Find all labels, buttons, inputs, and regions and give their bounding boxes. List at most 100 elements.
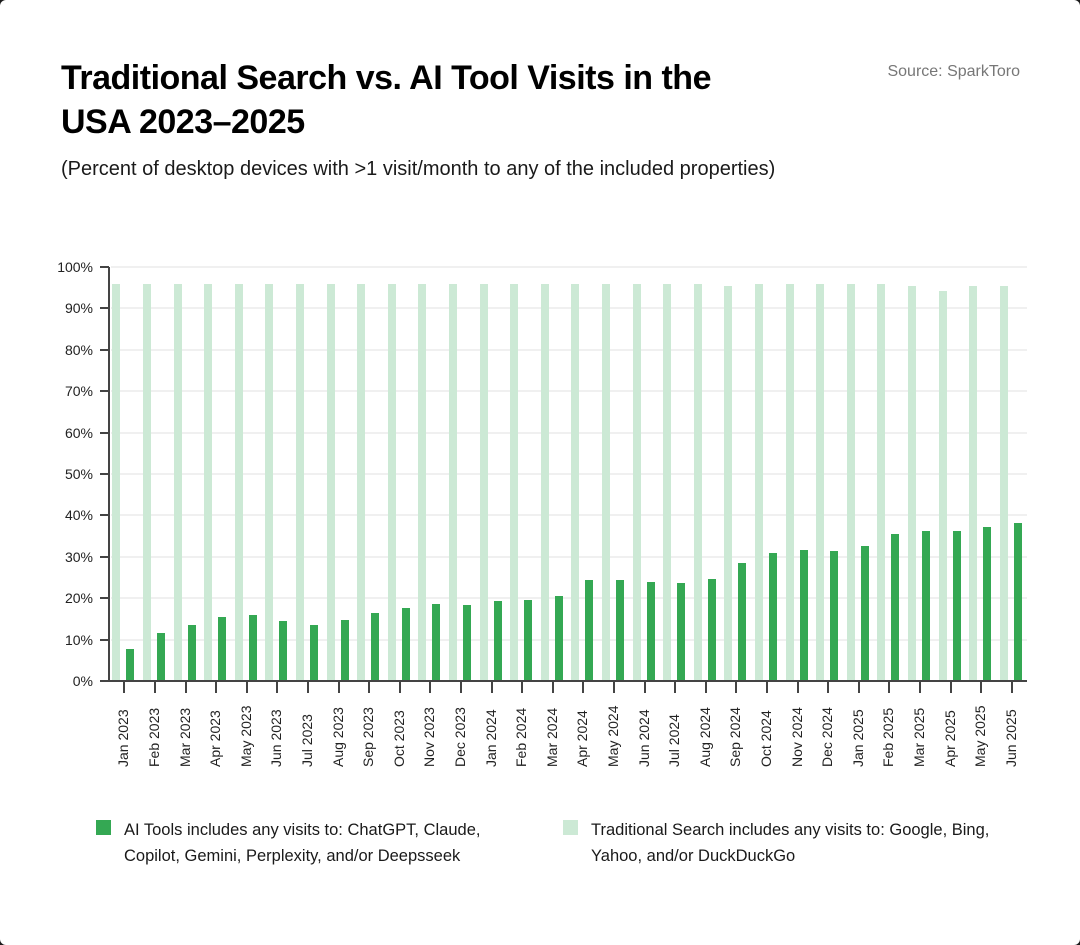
x-axis-label: Feb 2025 [880,707,897,767]
y-axis-label: 20% [64,590,93,607]
x-axis-tick [918,682,921,693]
bar-traditional-search [540,283,549,681]
source-label: Source: SparkToro [887,63,1020,80]
x-axis-tick [429,682,432,693]
bar-ai-tools [707,579,716,681]
bar-traditional-search [693,283,702,681]
y-axis-label: 90% [64,300,93,317]
bar-ai-tools [524,599,533,681]
y-axis-label: 100% [57,259,93,275]
x-axis-tick [123,682,126,693]
x-axis-tick [857,682,860,693]
gridline [111,638,1027,641]
bar-traditional-search [295,283,304,681]
x-axis-label: Apr 2023 [207,710,224,767]
x-axis-label: Mar 2024 [543,707,560,767]
x-axis-label: Apr 2025 [941,710,958,767]
x-axis-label: Mar 2025 [910,707,927,767]
gridline [111,514,1027,517]
x-axis-label: Jul 2023 [298,714,315,767]
plot-area: 0% 10% 20% 30% 40% 50% 60% 70% 80% 90% 100% Jan 202… [57,259,1027,767]
x-axis-tick [643,682,646,693]
bar-traditional-search [601,283,610,681]
bar-ai-tools [799,550,808,681]
x-axis-tick [306,682,309,693]
x-axis-tick [153,682,156,693]
bar-ai-tools [554,596,563,681]
bar-traditional-search [326,283,335,681]
x-axis-tick [521,682,524,693]
bar-traditional-search [510,283,519,681]
bar-ai-tools [830,551,839,681]
y-axis-tick [100,638,109,641]
bar-ai-tools [309,624,318,681]
bar-traditional-search [632,283,641,681]
bar-ai-tools [738,563,747,681]
y-axis-label: 0% [72,673,93,689]
bar-ai-tools [493,601,502,681]
gridline [111,555,1027,558]
y-axis-label: 80% [64,341,93,358]
gridline [111,348,1027,351]
bar-traditional-search [265,283,274,681]
x-axis-tick [398,682,401,693]
bar-ai-tools [615,579,624,681]
bar-traditional-search [938,291,947,681]
x-axis-tick [490,682,493,693]
legend-label-ai-tools: AI Tools includes any visits to: ChatGPT… [124,821,481,865]
x-axis-tick [612,682,615,693]
x-axis-tick [704,682,707,693]
bar-traditional-search [907,286,916,681]
x-axis-label: Nov 2024 [788,707,805,767]
bar-ai-tools [156,632,165,681]
x-axis-label: Nov 2023 [421,707,438,767]
y-axis-tick [100,266,109,268]
y-axis-tick [100,307,109,310]
x-axis-label: Jan 2024 [482,709,499,767]
x-axis-tick [949,682,952,693]
legend-item-traditional-search: Traditional Search includes any visits t… [563,817,1033,869]
bar-traditional-search [479,283,488,681]
y-axis-label: 60% [64,424,93,441]
bar-traditional-search [663,283,672,681]
x-axis-label: Jun 2025 [1002,709,1019,767]
x-axis-label: Aug 2023 [329,707,346,767]
bar-traditional-search [112,283,121,681]
gridline [111,597,1027,600]
x-axis-label: Jun 2023 [268,709,285,767]
y-axis-tick [100,431,109,434]
x-axis-label: Oct 2024 [757,710,774,767]
bar-ai-tools [891,534,900,681]
bar-traditional-search [816,283,825,681]
x-axis-label: Sep 2024 [727,707,744,767]
x-axis-label: Feb 2023 [145,707,162,767]
y-axis-tick [100,680,109,682]
bar-traditional-search [357,283,366,681]
y-axis-line [108,267,110,682]
bar-traditional-search [571,283,580,681]
x-axis-label: May 2023 [237,705,254,767]
legend-item-ai-tools: AI Tools includes any visits to: ChatGPT… [96,817,526,869]
y-axis-tick [100,348,109,351]
bar-traditional-search [877,283,886,681]
gridline [111,266,1027,268]
legend-swatch-traditional-search [563,820,578,835]
gridline [111,307,1027,310]
bar-traditional-search [846,283,855,681]
x-axis-label: Oct 2023 [390,710,407,767]
bar-traditional-search [173,283,182,681]
x-axis-tick [796,682,799,693]
bar-traditional-search [387,283,396,681]
y-axis-label: 30% [64,548,93,565]
chart-subtitle: (Percent of desktop devices with >1 visi… [61,158,776,180]
bar-ai-tools [860,546,869,681]
y-axis-label: 10% [64,631,93,648]
x-axis-tick [184,682,187,693]
bar-ai-tools [340,619,349,681]
x-axis-tick [980,682,983,693]
x-axis-tick [888,682,891,693]
x-axis-line [108,680,1027,682]
x-axis-label: Apr 2024 [574,710,591,767]
x-axis-label: May 2025 [972,705,989,767]
bar-traditional-search [142,283,151,681]
